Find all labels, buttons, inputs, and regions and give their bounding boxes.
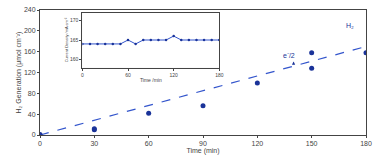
svg-text:H₂: H₂ (346, 22, 354, 29)
svg-text:160: 160 (24, 48, 36, 55)
svg-text:Time /min: Time /min (140, 77, 162, 83)
svg-text:80: 80 (28, 90, 36, 97)
svg-text:Current Density /mA cm⁻²: Current Density /mA cm⁻² (64, 17, 69, 62)
svg-text:180: 180 (360, 140, 372, 147)
svg-text:240: 240 (24, 6, 36, 13)
svg-text:H₂ Generation (μmol cm⁻²): H₂ Generation (μmol cm⁻²) (15, 32, 23, 114)
svg-text:120: 120 (251, 140, 263, 147)
svg-text:165: 165 (70, 37, 79, 43)
svg-text:0: 0 (38, 140, 42, 147)
svg-text:160: 160 (70, 56, 79, 62)
svg-text:60: 60 (125, 72, 131, 78)
svg-text:Time (min): Time (min) (186, 147, 219, 155)
svg-text:60: 60 (145, 140, 153, 147)
svg-text:200: 200 (24, 27, 36, 34)
svg-text:40: 40 (28, 111, 36, 118)
svg-text:120: 120 (169, 72, 178, 78)
svg-text:90: 90 (199, 140, 207, 147)
svg-text:e⁻/2: e⁻/2 (283, 52, 295, 59)
svg-text:120: 120 (24, 69, 36, 76)
svg-text:170: 170 (70, 17, 79, 23)
svg-text:0: 0 (81, 72, 84, 78)
svg-text:0: 0 (32, 131, 36, 138)
svg-text:30: 30 (90, 140, 98, 147)
svg-text:180: 180 (215, 72, 224, 78)
svg-text:150: 150 (306, 140, 318, 147)
